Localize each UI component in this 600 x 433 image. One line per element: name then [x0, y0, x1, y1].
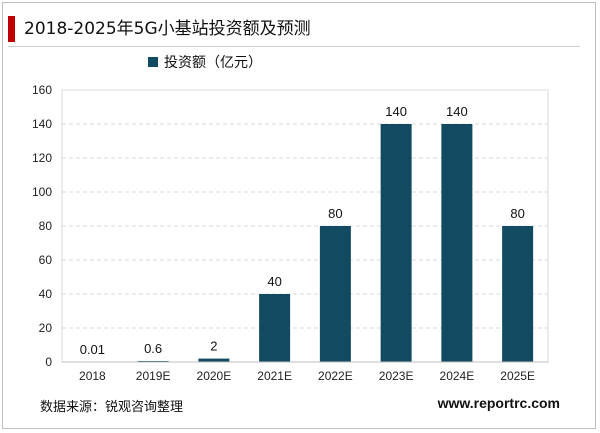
data-label: 0.6	[144, 341, 162, 356]
x-tick-label: 2023E	[379, 369, 414, 383]
bar	[441, 124, 473, 362]
y-tick-label: 160	[32, 83, 52, 97]
chart-title: 2018-2025年5G小基站投资额及预测	[24, 19, 311, 39]
bar	[502, 226, 534, 362]
y-tick-label: 20	[39, 321, 53, 335]
data-label: 80	[510, 206, 524, 221]
y-tick-label: 60	[39, 253, 53, 267]
data-label: 80	[328, 206, 342, 221]
x-tick-label: 2024E	[440, 369, 475, 383]
data-label: 40	[267, 274, 281, 289]
website-url: www.reportrc.com	[437, 395, 560, 411]
title-accent-bar	[8, 16, 15, 42]
legend-swatch	[148, 57, 158, 67]
y-tick-label: 40	[39, 287, 53, 301]
data-label: 0.01	[80, 342, 105, 357]
x-tick-label: 2018	[79, 369, 106, 383]
bar	[198, 358, 230, 362]
y-tick-label: 140	[32, 117, 52, 131]
x-tick-label: 2021E	[257, 369, 292, 383]
data-source-note: 数据来源：锐观咨询整理	[40, 400, 184, 415]
x-tick-label: 2025E	[500, 369, 535, 383]
y-tick-label: 0	[45, 355, 52, 369]
chart-frame	[2, 2, 596, 429]
bar	[137, 360, 169, 362]
legend-label: 投资额（亿元）	[164, 55, 262, 71]
data-label: 2	[210, 339, 217, 354]
y-tick-label: 120	[32, 151, 52, 165]
y-tick-label: 80	[39, 219, 53, 233]
title-divider	[8, 46, 580, 47]
bar	[380, 124, 412, 362]
y-tick-label: 100	[32, 185, 52, 199]
x-tick-label: 2020E	[197, 369, 232, 383]
data-label: 140	[446, 104, 468, 119]
data-label: 140	[385, 104, 407, 119]
x-tick-label: 2022E	[318, 369, 353, 383]
x-tick-label: 2019E	[136, 369, 171, 383]
bar	[319, 226, 351, 362]
legend: 投资额（亿元）	[148, 52, 262, 72]
bar	[259, 294, 291, 362]
